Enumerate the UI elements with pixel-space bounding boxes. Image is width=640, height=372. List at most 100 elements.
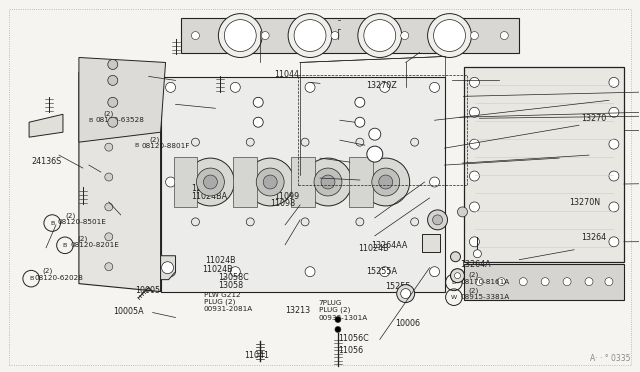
Circle shape (355, 117, 365, 127)
Circle shape (355, 97, 365, 107)
Circle shape (609, 171, 619, 181)
Text: 13058: 13058 (218, 281, 243, 290)
Circle shape (411, 138, 419, 146)
Circle shape (369, 128, 381, 140)
Circle shape (458, 207, 467, 217)
Circle shape (253, 97, 263, 107)
Circle shape (105, 203, 113, 211)
Circle shape (474, 250, 481, 258)
Text: (2): (2) (149, 136, 159, 142)
Circle shape (451, 252, 460, 262)
Text: (2): (2) (77, 235, 88, 242)
Text: B: B (134, 144, 138, 148)
Circle shape (470, 32, 479, 39)
Text: (2): (2) (65, 212, 76, 219)
Text: 11024B: 11024B (358, 244, 389, 253)
Polygon shape (79, 73, 161, 292)
Text: 08915-3381A: 08915-3381A (460, 294, 509, 300)
Circle shape (186, 158, 234, 206)
Circle shape (246, 218, 254, 226)
Circle shape (191, 218, 200, 226)
Circle shape (469, 107, 479, 117)
Circle shape (605, 278, 613, 286)
Polygon shape (161, 77, 445, 292)
Circle shape (451, 269, 465, 283)
Circle shape (335, 317, 341, 323)
Text: 11098: 11098 (270, 199, 296, 208)
Text: 13058C: 13058C (218, 273, 249, 282)
Text: (2): (2) (43, 268, 53, 275)
Circle shape (356, 138, 364, 146)
Text: PLW G212: PLW G212 (204, 292, 241, 298)
Circle shape (429, 177, 440, 187)
Circle shape (108, 76, 118, 86)
Bar (173, 157, 198, 207)
Circle shape (166, 82, 175, 92)
Text: (2): (2) (103, 110, 113, 116)
Circle shape (519, 278, 527, 286)
Circle shape (225, 20, 256, 51)
Polygon shape (29, 114, 63, 137)
Circle shape (191, 32, 200, 39)
Bar (234, 157, 257, 207)
Polygon shape (161, 256, 175, 280)
Circle shape (108, 97, 118, 107)
Circle shape (256, 168, 284, 196)
Text: 13213: 13213 (285, 306, 310, 315)
Text: (2): (2) (468, 287, 479, 294)
Circle shape (563, 278, 571, 286)
Polygon shape (465, 264, 624, 299)
Bar (349, 157, 373, 207)
Circle shape (246, 138, 254, 146)
Circle shape (469, 171, 479, 181)
Circle shape (253, 117, 263, 127)
Circle shape (380, 82, 390, 92)
Circle shape (301, 138, 309, 146)
Text: 24136S: 24136S (32, 157, 62, 166)
Circle shape (469, 139, 479, 149)
Text: 7PLUG: 7PLUG (319, 300, 342, 306)
Text: 08120-62028: 08120-62028 (35, 275, 83, 281)
Circle shape (246, 158, 294, 206)
Circle shape (321, 175, 335, 189)
Text: 11056C: 11056C (338, 334, 369, 343)
Circle shape (379, 175, 393, 189)
Circle shape (301, 218, 309, 226)
Circle shape (358, 14, 402, 58)
Text: A· · ° 0335: A· · ° 0335 (590, 355, 631, 363)
Circle shape (500, 32, 508, 39)
Circle shape (305, 267, 315, 277)
Text: 13264: 13264 (581, 233, 607, 243)
Text: 08120-8801F: 08120-8801F (141, 143, 190, 149)
Text: 00931-2081A: 00931-2081A (204, 306, 253, 312)
Text: W: W (451, 295, 457, 300)
Text: 10006: 10006 (396, 319, 420, 328)
Text: PLUG (2): PLUG (2) (319, 307, 350, 313)
Circle shape (497, 278, 506, 286)
Circle shape (230, 82, 240, 92)
Circle shape (105, 143, 113, 151)
Circle shape (166, 267, 175, 277)
Text: (2): (2) (468, 272, 479, 278)
Text: 11024BA: 11024BA (191, 192, 227, 201)
Circle shape (411, 218, 419, 226)
Bar (422, 234, 440, 252)
Circle shape (108, 60, 118, 70)
Circle shape (305, 82, 315, 92)
Text: 10005: 10005 (135, 286, 160, 295)
Circle shape (541, 278, 549, 286)
Circle shape (609, 139, 619, 149)
Text: 08120-8501E: 08120-8501E (58, 219, 106, 225)
Circle shape (585, 278, 593, 286)
Text: B: B (50, 221, 54, 225)
Circle shape (397, 285, 415, 302)
Circle shape (230, 267, 240, 277)
Text: 13270Z: 13270Z (366, 81, 397, 90)
Circle shape (294, 20, 326, 51)
Text: 15255A: 15255A (366, 267, 397, 276)
Text: 08120-63528: 08120-63528 (95, 117, 145, 123)
Circle shape (105, 89, 113, 96)
Circle shape (263, 175, 277, 189)
Circle shape (476, 278, 483, 286)
Circle shape (433, 20, 465, 51)
